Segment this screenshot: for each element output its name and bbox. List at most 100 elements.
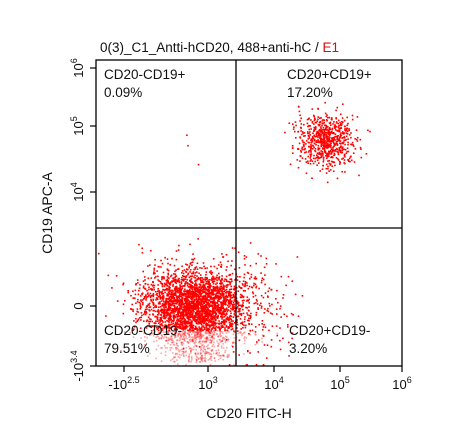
event-point xyxy=(163,317,165,319)
event-point xyxy=(155,320,157,322)
event-point xyxy=(338,149,340,152)
event-point xyxy=(146,296,149,298)
event-point xyxy=(341,142,343,144)
event-point xyxy=(200,357,202,359)
event-point xyxy=(315,143,317,146)
event-point xyxy=(189,335,191,337)
event-point xyxy=(191,289,194,291)
event-point xyxy=(215,316,218,319)
event-point xyxy=(207,279,209,281)
event-point xyxy=(309,160,312,162)
event-point xyxy=(223,280,226,282)
quadrant-lr-name: CD20+CD19- xyxy=(289,323,370,338)
event-point xyxy=(174,334,177,336)
event-point xyxy=(159,303,161,305)
event-point xyxy=(173,264,176,267)
event-point xyxy=(186,295,188,298)
event-point xyxy=(163,282,166,285)
event-point xyxy=(193,330,196,332)
event-point xyxy=(146,308,148,310)
event-point xyxy=(145,311,147,313)
event-point xyxy=(208,326,211,328)
event-point xyxy=(222,256,224,258)
event-point xyxy=(350,132,352,134)
event-point xyxy=(221,279,223,281)
population-ur xyxy=(284,101,371,184)
event-point xyxy=(182,354,185,357)
event-point xyxy=(311,140,314,142)
event-point xyxy=(255,298,258,301)
event-point xyxy=(212,316,214,318)
event-point xyxy=(221,338,224,340)
event-point xyxy=(181,338,183,341)
event-point xyxy=(241,295,244,298)
event-point xyxy=(201,327,203,329)
event-point xyxy=(328,135,330,138)
event-point xyxy=(210,270,212,272)
event-point xyxy=(337,138,339,140)
event-point xyxy=(228,364,231,366)
event-point xyxy=(339,142,341,144)
event-point xyxy=(207,328,210,330)
event-point xyxy=(215,352,218,354)
event-point xyxy=(157,302,160,305)
event-point xyxy=(229,292,231,294)
event-point xyxy=(184,275,187,278)
event-point xyxy=(223,313,225,316)
event-point xyxy=(193,276,195,278)
event-point xyxy=(321,131,323,133)
event-point xyxy=(175,288,178,290)
event-point xyxy=(233,292,236,294)
event-point xyxy=(161,327,163,330)
event-point xyxy=(190,324,193,327)
event-point xyxy=(187,307,190,310)
event-point xyxy=(325,142,328,144)
event-point xyxy=(213,297,215,300)
event-point xyxy=(216,333,218,335)
event-point xyxy=(182,326,184,329)
event-point xyxy=(356,116,359,118)
event-point xyxy=(182,331,184,333)
event-point xyxy=(167,295,170,297)
event-point xyxy=(198,291,201,294)
event-point xyxy=(181,297,184,299)
event-point xyxy=(188,267,190,269)
event-point xyxy=(155,357,158,360)
event-point xyxy=(305,151,307,153)
event-point xyxy=(195,312,197,314)
event-point xyxy=(142,285,145,288)
event-point xyxy=(191,264,193,266)
event-point xyxy=(161,277,163,279)
event-point xyxy=(150,283,153,286)
event-point xyxy=(251,329,254,332)
event-point xyxy=(203,357,205,360)
event-point xyxy=(211,297,214,300)
event-point xyxy=(202,302,205,305)
event-point xyxy=(315,126,317,128)
event-point xyxy=(213,318,216,320)
event-point xyxy=(155,304,157,307)
event-point xyxy=(179,337,181,339)
event-point xyxy=(210,319,212,322)
event-point xyxy=(321,124,323,127)
event-point xyxy=(142,286,145,289)
event-point xyxy=(207,359,210,361)
event-point xyxy=(165,339,168,342)
event-point xyxy=(244,316,246,318)
event-point xyxy=(156,316,159,319)
event-point xyxy=(143,313,145,316)
event-point xyxy=(222,354,224,357)
event-point xyxy=(175,302,177,305)
event-point xyxy=(144,308,147,311)
event-point xyxy=(196,303,198,306)
event-point xyxy=(244,281,247,283)
event-point xyxy=(210,350,213,352)
event-point xyxy=(344,129,346,131)
event-point xyxy=(210,304,213,307)
event-point xyxy=(212,310,214,313)
event-point xyxy=(334,148,337,151)
event-point xyxy=(166,280,169,283)
event-point xyxy=(219,297,222,300)
event-point xyxy=(197,331,199,333)
event-point xyxy=(199,320,202,323)
